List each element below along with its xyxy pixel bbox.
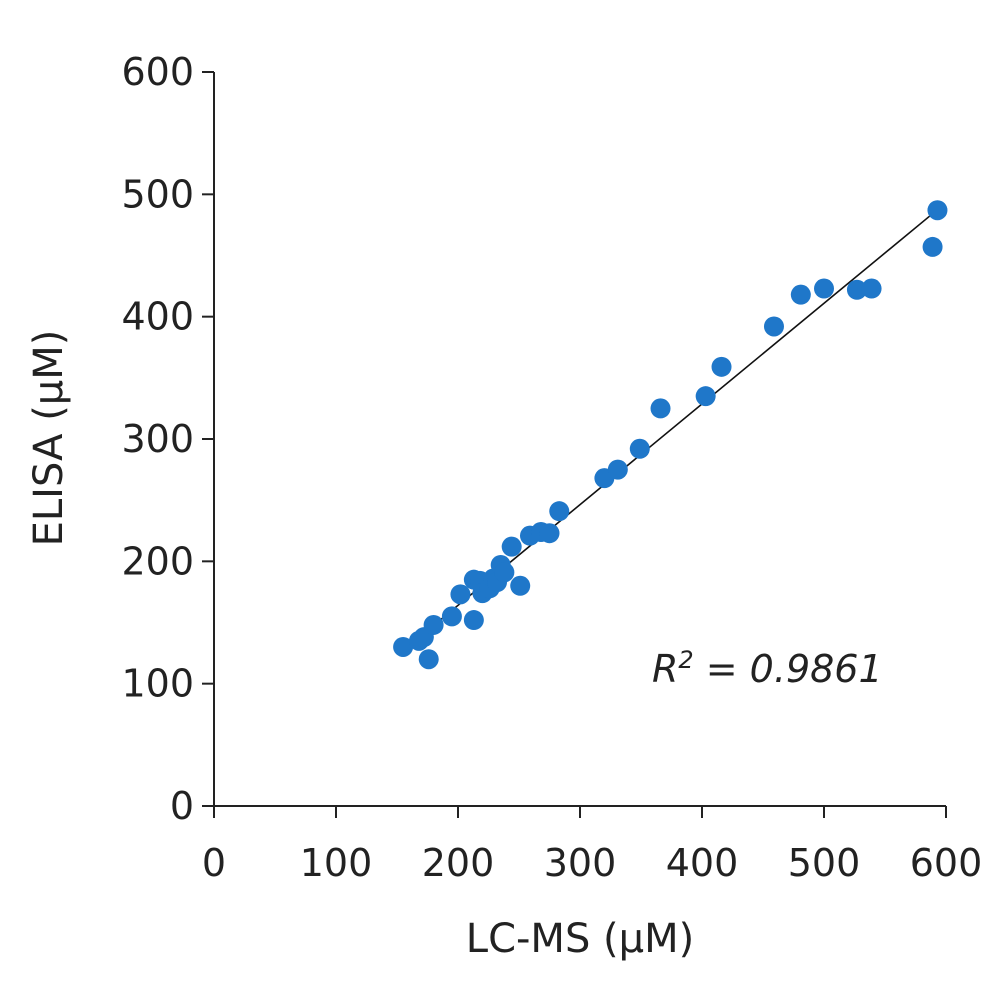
x-tick-label: 200 bbox=[422, 841, 495, 885]
y-tick-label: 300 bbox=[121, 417, 194, 461]
data-point bbox=[927, 200, 948, 221]
x-axis-label: LC-MS (µM) bbox=[466, 916, 694, 962]
y-tick-label: 200 bbox=[121, 539, 194, 583]
r-squared-superscript: 2 bbox=[678, 646, 693, 674]
x-tick-label: 500 bbox=[788, 841, 861, 885]
x-axis-ticks: 0 100 200 300 400 500 600 bbox=[202, 806, 982, 885]
r-squared-value: = 0.9861 bbox=[694, 647, 883, 691]
data-point bbox=[494, 562, 515, 583]
data-point bbox=[501, 536, 522, 557]
data-point bbox=[393, 636, 414, 657]
data-point bbox=[441, 606, 462, 627]
data-point bbox=[510, 575, 531, 596]
y-tick-label: 500 bbox=[121, 172, 194, 216]
data-point bbox=[790, 284, 811, 305]
data-points bbox=[393, 200, 948, 670]
data-point bbox=[423, 614, 444, 635]
data-point bbox=[814, 278, 834, 299]
data-point bbox=[607, 459, 628, 480]
y-tick-label: 0 bbox=[170, 784, 194, 828]
y-axis-label: ELISA (µM) bbox=[26, 330, 72, 547]
y-tick-label: 100 bbox=[121, 662, 194, 706]
x-tick-label: 400 bbox=[666, 841, 739, 885]
data-point bbox=[450, 584, 471, 605]
data-point bbox=[922, 236, 943, 257]
data-point bbox=[650, 398, 671, 419]
data-point bbox=[629, 438, 650, 459]
data-point bbox=[763, 316, 784, 337]
data-point bbox=[846, 279, 867, 300]
x-tick-label: 0 bbox=[202, 841, 226, 885]
data-point bbox=[861, 278, 882, 299]
y-tick-label: 400 bbox=[121, 295, 194, 339]
x-tick-label: 100 bbox=[300, 841, 373, 885]
r-squared-letter: R bbox=[652, 647, 678, 691]
data-point bbox=[549, 501, 570, 522]
x-tick-label: 300 bbox=[544, 841, 617, 885]
data-point bbox=[539, 523, 560, 544]
data-point bbox=[463, 610, 484, 631]
data-point bbox=[418, 649, 439, 670]
data-point bbox=[711, 356, 732, 377]
x-tick-label: 600 bbox=[910, 841, 983, 885]
data-point bbox=[695, 386, 716, 407]
r-squared-annotation: R2 = 0.9861 bbox=[652, 646, 883, 691]
y-tick-label: 600 bbox=[121, 50, 194, 94]
y-axis-ticks: 0 100 200 300 400 500 600 bbox=[121, 50, 214, 828]
